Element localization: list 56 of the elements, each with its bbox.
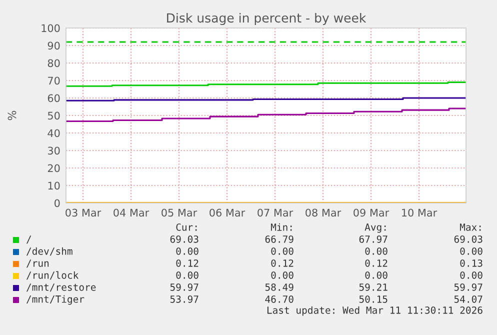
x-tick-label: 06 Mar — [210, 208, 246, 217]
text: 0.00 — [271, 271, 294, 279]
text: Last update: Wed Mar 11 11:30:11 2026 — [267, 306, 482, 316]
y-tick-label: 30 — [48, 146, 60, 155]
x-tick-label: 05 Mar — [162, 208, 198, 217]
legend-label: /run/lock — [26, 271, 79, 280]
text: Cur: — [176, 223, 197, 231]
text: 50.15 — [359, 295, 388, 303]
text: 67.97 — [359, 235, 388, 243]
y-tick-label: 10 — [48, 182, 60, 190]
text: 0.00 — [365, 271, 388, 279]
text: 69.03 — [170, 235, 198, 243]
text: 0.00 — [271, 247, 294, 255]
legend-label: / — [26, 236, 32, 244]
y-tick-label: 70 — [48, 76, 60, 85]
y-tick-label: 90 — [48, 42, 60, 50]
text: 0.12 — [271, 259, 294, 267]
legend-label: /dev/shm — [26, 247, 72, 256]
y-tick-label: 0 — [54, 199, 60, 208]
y-tick-label: 80 — [48, 59, 60, 68]
x-tick-label: 09 Mar — [354, 208, 390, 217]
text: 0.00 — [176, 271, 198, 279]
text: 0.00 — [460, 271, 482, 279]
y-tick-label: 60 — [48, 94, 60, 102]
x-tick-label: 07 Mar — [258, 208, 294, 217]
text: Max: — [460, 224, 481, 231]
text: 69.03 — [454, 235, 482, 243]
text: 53.97 — [170, 295, 198, 303]
x-tick-label: 10 Mar — [402, 208, 438, 217]
text: 59.21 — [359, 283, 388, 291]
x-tick-label: 04 Mar — [114, 208, 150, 217]
x-tick-label: 03 Mar — [66, 208, 102, 217]
text: 59.97 — [454, 283, 482, 291]
text: 0.00 — [365, 247, 388, 255]
text: Min: — [270, 223, 292, 231]
text: 66.79 — [265, 235, 294, 243]
legend-label: /mnt/restore — [26, 284, 96, 292]
legend-label: /run — [26, 260, 49, 268]
text: 0.12 — [176, 259, 198, 267]
y-tick-label: 100 — [42, 24, 60, 32]
chart-title: Disk usage in percent - by week — [167, 12, 366, 26]
text: 0.00 — [460, 247, 482, 255]
text: 0.12 — [365, 259, 388, 267]
text: Avg: — [364, 224, 386, 233]
x-tick-label: 08 Mar — [306, 208, 342, 217]
legend-label: /mnt/Tiger — [26, 295, 84, 305]
text: 0.00 — [176, 247, 198, 255]
text: 58.49 — [265, 283, 294, 291]
text: 46.70 — [265, 295, 294, 303]
y-tick-label: 50 — [48, 112, 60, 120]
y-axis-title: % — [8, 110, 16, 120]
text: 0.13 — [460, 259, 482, 267]
text: 59.97 — [170, 283, 198, 291]
y-tick-label: 20 — [48, 164, 60, 172]
y-tick-label: 40 — [48, 129, 60, 138]
text: 54.07 — [454, 295, 482, 303]
